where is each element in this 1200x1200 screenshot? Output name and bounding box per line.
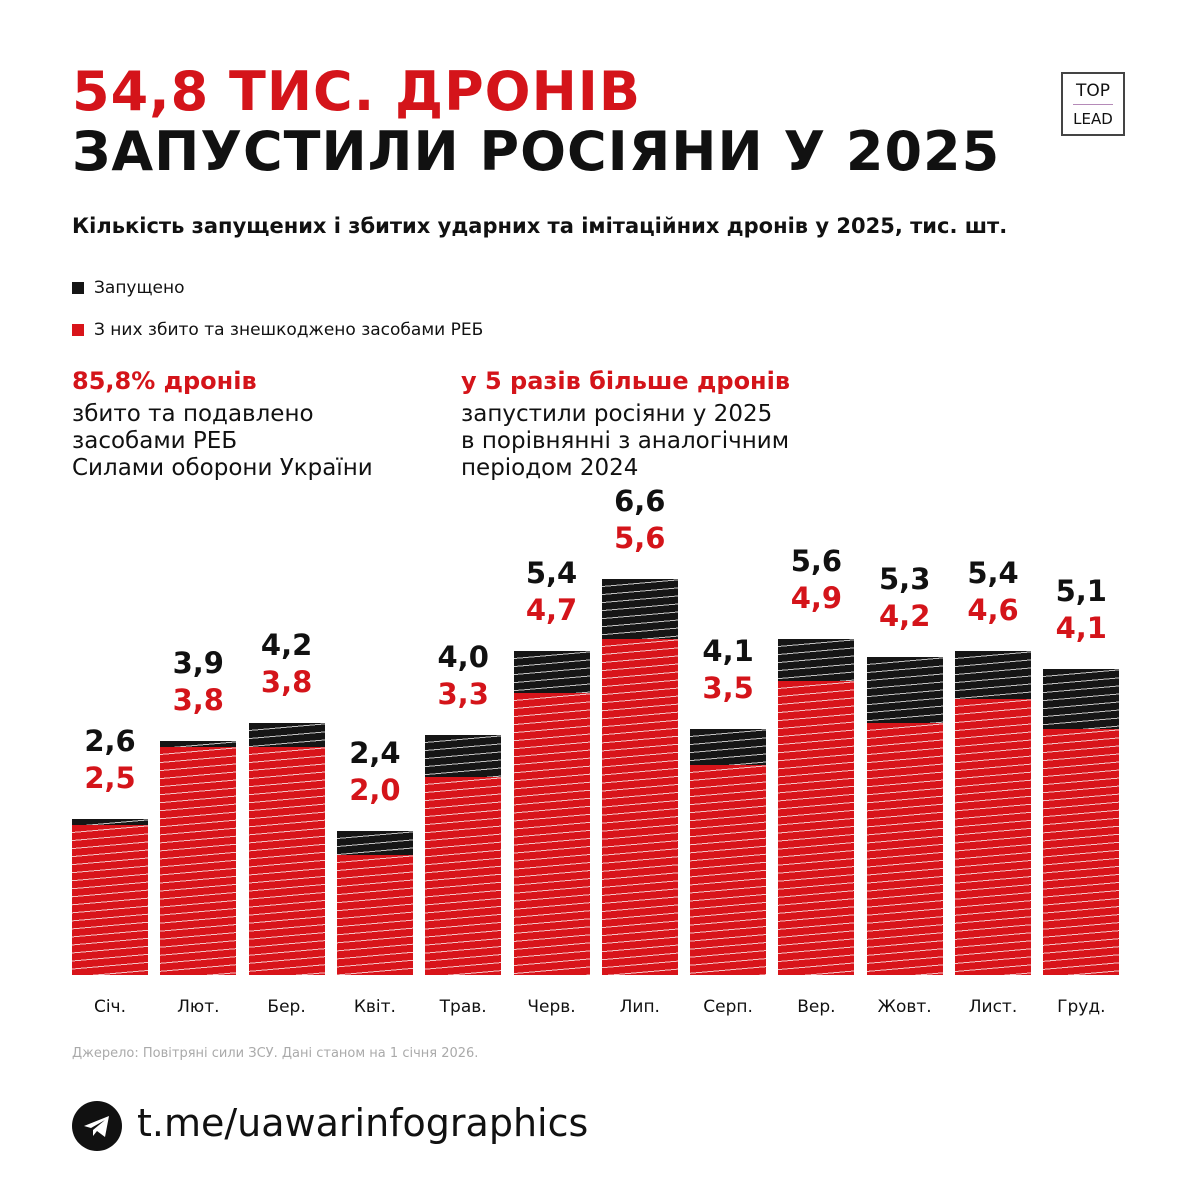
bar-6 [601, 579, 678, 975]
legend-swatch-red [72, 324, 84, 336]
label-launched: 5,3 [879, 562, 931, 596]
kpi-text: в порівнянні з аналогічним [461, 428, 790, 454]
bar-4 [425, 735, 502, 975]
label-downed: 4,1 [1055, 611, 1107, 645]
kpi-text: періодом 2024 [461, 455, 639, 481]
bar-downed [425, 777, 502, 975]
telegram-icon[interactable] [72, 1101, 122, 1151]
month-label: Лют. [177, 997, 220, 1017]
logo-top: TOP [1073, 80, 1113, 105]
bar-downed [690, 765, 767, 975]
bar-8 [778, 639, 855, 975]
label-downed: 3,3 [437, 677, 489, 711]
label-downed: 2,0 [349, 773, 401, 807]
title-line-2: ЗАПУСТИЛИ РОСІЯНИ У 2025 [72, 120, 1001, 183]
top-lead-logo: TOP LEAD [1061, 72, 1125, 136]
label-launched: 6,6 [614, 484, 666, 518]
label-downed: 4,6 [967, 593, 1019, 627]
legend-launched: Запущено [72, 278, 184, 298]
label-downed: 2,5 [84, 761, 136, 795]
legend-label: З них збито та знешкоджено засобами РЕБ [94, 320, 484, 340]
label-downed: 4,2 [879, 599, 931, 633]
bar-downed [513, 693, 590, 975]
legend-downed: З них збито та знешкоджено засобами РЕБ [72, 320, 483, 340]
title-line-1: 54,8 ТИС. ДРОНІВ [72, 60, 642, 123]
label-launched: 5,4 [525, 556, 578, 590]
label-launched: 4,2 [260, 628, 313, 662]
legend-swatch-black [72, 282, 84, 294]
bar-downed [601, 639, 678, 975]
label-launched: 5,4 [967, 556, 1019, 590]
month-label: Серп. [703, 997, 753, 1017]
month-label: Лист. [968, 997, 1018, 1017]
bar-2 [248, 723, 325, 975]
label-downed: 4,9 [790, 581, 843, 615]
bar-0 [72, 819, 148, 975]
bar-1 [160, 741, 237, 975]
label-downed: 4,7 [525, 593, 578, 627]
kpi-text: збито та подавлено [72, 401, 314, 427]
label-launched: 5,6 [790, 544, 843, 578]
label-downed: 3,8 [172, 683, 224, 717]
month-label: Трав. [439, 997, 487, 1017]
telegram-link[interactable]: t.me/uawarinfographics [137, 1101, 589, 1145]
bar-downed [248, 747, 325, 975]
bar-7 [690, 729, 767, 975]
kpi-text: запустили росіяни у 2025 [461, 401, 773, 427]
logo-lead: LEAD [1073, 110, 1113, 128]
bar-3 [336, 831, 413, 975]
legend-label: Запущено [94, 278, 185, 298]
bar-downed [778, 681, 855, 975]
month-label: Груд. [1057, 997, 1106, 1017]
bar-downed [336, 855, 413, 975]
kpi-text: засобами РЕБ [72, 428, 238, 454]
bar-downed [160, 747, 237, 975]
kpi-growth: у 5 разів більше дронів запустили росіян… [461, 368, 790, 482]
month-label: Січ. [93, 997, 127, 1017]
source-note: Джерело: Повітряні сили ЗСУ. Дані станом… [72, 1046, 479, 1061]
chart-title: Кількість запущених і збитих ударних та … [72, 214, 1008, 238]
label-launched: 3,9 [172, 646, 224, 680]
bar-9 [866, 657, 943, 975]
kpi-headline: 85,8% дронів [72, 367, 257, 395]
bar-downed [72, 825, 148, 975]
month-label: Жовт. [877, 997, 932, 1017]
label-launched: 4,1 [702, 634, 754, 668]
month-label: Черв. [527, 997, 576, 1017]
bar-downed [955, 699, 1031, 975]
bar-5 [513, 651, 590, 975]
bar-11 [1043, 669, 1120, 975]
month-label: Лип. [619, 997, 660, 1017]
kpi-text: Силами оборони України [72, 455, 373, 481]
label-launched: 4,0 [437, 640, 489, 674]
label-launched: 2,4 [349, 736, 401, 770]
month-label: Вер. [797, 997, 836, 1017]
bar-10 [955, 651, 1031, 975]
label-launched: 2,6 [84, 724, 136, 758]
kpi-downed-share: 85,8% дронів збито та подавлено засобами… [72, 368, 373, 482]
month-label: Квіт. [353, 997, 396, 1017]
label-downed: 5,6 [614, 521, 666, 555]
kpi-headline: у 5 разів більше дронів [461, 367, 791, 395]
label-launched: 5,1 [1055, 574, 1107, 608]
bar-downed [1043, 729, 1120, 975]
month-label: Бер. [267, 997, 306, 1017]
bar-downed [866, 723, 943, 975]
label-downed: 3,5 [702, 671, 754, 705]
label-downed: 3,8 [260, 665, 313, 699]
